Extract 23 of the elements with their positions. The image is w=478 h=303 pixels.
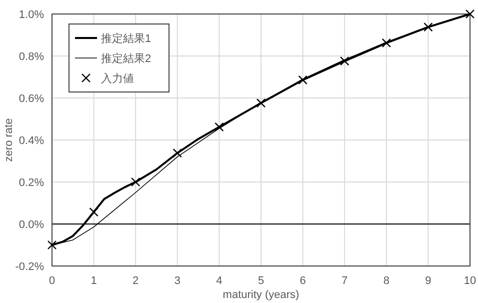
x-tick-label: 0 (48, 275, 56, 287)
x-tick-label: 4 (216, 275, 222, 287)
y-tick-label: 0.6% (18, 93, 44, 105)
y-tick-label: 0.0% (18, 219, 44, 231)
x-tick-label: 9 (425, 275, 432, 287)
x-tick-label: 2 (132, 275, 139, 287)
x-tick-label: 1 (90, 275, 97, 287)
x-tick-label: 5 (258, 275, 264, 287)
x-tick-label: 8 (383, 275, 390, 287)
y-tick-label: 0.4% (18, 135, 44, 147)
y-tick-label: 1.0% (18, 9, 44, 21)
x-tick-label: 3 (174, 275, 180, 287)
legend-label: 入力値 (101, 72, 134, 85)
y-tick-label: 0.8% (18, 51, 44, 63)
y-axis-title: zero rate (3, 118, 15, 162)
x-tick-label: 7 (342, 275, 348, 287)
y-tick-label: -0.2% (15, 261, 44, 273)
x-tick-label: 10 (464, 275, 476, 287)
x-tick-label: 6 (300, 275, 306, 287)
x-axis-title: maturity (years) (222, 289, 300, 301)
legend-label: 推定結果1 (101, 32, 152, 45)
y-tick-label: 0.2% (18, 177, 44, 189)
legend-label: 推定結果2 (101, 52, 152, 65)
